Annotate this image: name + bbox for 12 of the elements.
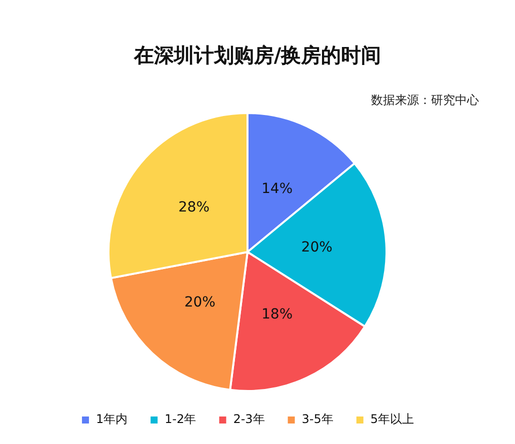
data-label: 28% [178,199,210,216]
data-label: 20% [184,294,216,310]
data-label: 14% [262,180,293,197]
legend-label: 3-5年 [302,412,334,426]
legend-label: 5年以上 [370,412,414,426]
chart-title: 在深圳计划购房/换房的时间 [132,42,382,69]
source-note: 数据来源：研究中心 [371,92,479,109]
data-label: 18% [262,306,293,323]
legend-label: 1-2年 [164,412,196,426]
data-label: 20% [301,239,332,256]
legend-label: 1年内 [96,412,128,426]
legend-label: 2-3年 [233,412,265,426]
